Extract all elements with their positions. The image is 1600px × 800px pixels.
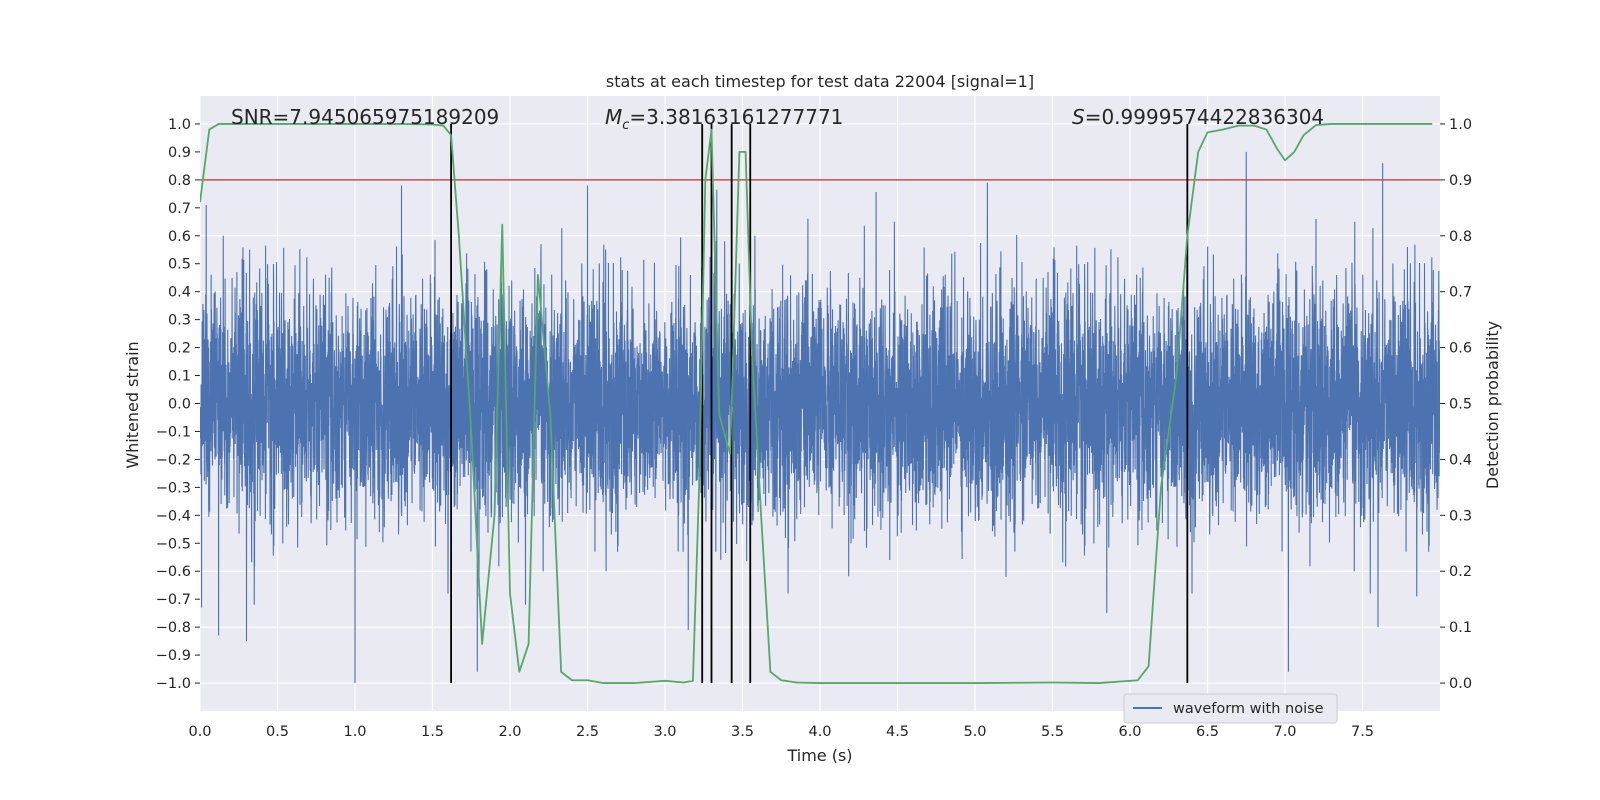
y-tick-label: −0.4 [156, 508, 191, 524]
x-tick-label: 0.5 [266, 724, 289, 740]
waveform-line [200, 151, 1440, 684]
y2-tick-label: 0.1 [1449, 620, 1472, 636]
x-tick-label: 4.5 [886, 724, 909, 740]
y2-axis-ticks: 1.0 0.9 0.8 0.7 0.6 0.5 0.4 0.3 0.2 0.1 0.0 [1440, 117, 1472, 692]
y2-tick-label: 0.7 [1449, 285, 1472, 301]
y-tick-label: −1.0 [156, 676, 191, 692]
y2-tick-label: 0.4 [1449, 452, 1472, 468]
y-tick-label: 0.9 [168, 145, 191, 161]
y-tick-label: 0.3 [168, 313, 191, 329]
score-value: =0.9999574422836304 [1085, 105, 1324, 129]
y-tick-label: 0.5 [168, 257, 191, 273]
y-tick-label: 0.4 [168, 285, 191, 301]
probability-series [200, 123, 1433, 684]
score-annotation: S=0.9999574422836304 [1072, 105, 1324, 129]
y-tick-label: 0.6 [168, 229, 191, 245]
y-tick-label: 1.0 [168, 117, 191, 133]
y2-tick-label: 0.6 [1449, 341, 1472, 357]
chart-title: stats at each timestep for test data 220… [606, 72, 1034, 91]
x-tick-label: 7.0 [1273, 724, 1296, 740]
y-tick-label: −0.7 [156, 592, 191, 608]
y2-axis-label: Detection probability [1483, 321, 1502, 489]
x-tick-label: 7.5 [1351, 724, 1374, 740]
y-axis-label: Whitened strain [123, 341, 142, 468]
y2-tick-label: 0.3 [1449, 508, 1472, 524]
chirp-mass-symbol: M [605, 105, 622, 129]
chirp-mass-annotation: Mc=3.38163161277771 [605, 105, 843, 133]
y-tick-label: −0.6 [156, 564, 191, 580]
x-tick-label: 5.5 [1041, 724, 1064, 740]
y2-tick-label: 0.2 [1449, 564, 1472, 580]
x-tick-label: 0.0 [188, 724, 211, 740]
y2-tick-label: 0.8 [1449, 229, 1472, 245]
y-tick-label: −0.5 [156, 536, 191, 552]
x-tick-label: 6.5 [1196, 724, 1219, 740]
y-tick-label: 0.7 [168, 201, 191, 217]
x-tick-label: 1.0 [343, 724, 366, 740]
y-tick-label: −0.9 [156, 648, 191, 664]
score-symbol: S [1072, 105, 1085, 129]
y2-tick-label: 0.9 [1449, 173, 1472, 189]
detection-markers [450, 123, 1189, 684]
x-tick-label: 3.5 [731, 724, 754, 740]
y-tick-label: 0.2 [168, 341, 191, 357]
legend-box [1123, 693, 1338, 724]
probability-line [200, 123, 1433, 684]
y-tick-label: −0.1 [156, 424, 191, 440]
legend: waveform with noise [1123, 693, 1338, 724]
x-axis-label: Time (s) [786, 746, 852, 765]
y-tick-label: −0.8 [156, 620, 191, 636]
y-tick-label: 0.0 [168, 397, 191, 413]
legend-waveform-label: waveform with noise [1173, 701, 1324, 717]
y-tick-label: −0.3 [156, 480, 191, 496]
x-tick-label: 1.5 [421, 724, 444, 740]
y-tick-label: −0.2 [156, 452, 191, 468]
x-tick-label: 2.5 [576, 724, 599, 740]
snr-annotation: SNR=7.945065975189209 [231, 105, 499, 129]
x-tick-label: 4.0 [808, 724, 831, 740]
x-axis-ticks: 0.0 0.5 1.0 1.5 2.0 2.5 3.0 3.5 4.0 4.5 5.0 5.5 6.0 6… [188, 724, 1374, 740]
x-tick-label: 6.0 [1118, 724, 1141, 740]
waveform-series [200, 151, 1440, 684]
y-tick-label: 0.1 [168, 369, 191, 385]
x-tick-label: 3.0 [653, 724, 676, 740]
y-tick-label: 0.8 [168, 173, 191, 189]
x-tick-label: 2.0 [498, 724, 521, 740]
x-tick-label: 5.0 [963, 724, 986, 740]
y2-tick-label: 1.0 [1449, 117, 1472, 133]
y-axis-ticks: 1.0 0.9 0.8 0.7 0.6 0.5 0.4 0.3 0.2 0.1 0.0 −0.1 −0.… [156, 117, 200, 692]
y2-tick-label: 0.0 [1449, 676, 1472, 692]
y2-tick-label: 0.5 [1449, 397, 1472, 413]
chirp-mass-value: =3.38163161277771 [629, 105, 843, 129]
chirp-mass-subscript: c [622, 118, 629, 133]
